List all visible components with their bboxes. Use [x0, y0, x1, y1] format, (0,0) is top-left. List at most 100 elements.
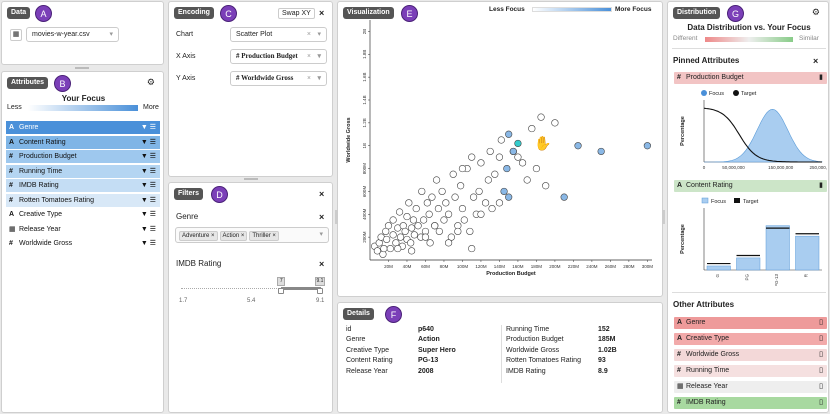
data-point[interactable]: [444, 239, 453, 247]
other-attribute-item[interactable]: # IMDB Rating ▯: [674, 397, 827, 409]
data-point[interactable]: [597, 147, 605, 156]
attribute-item[interactable]: # Rotten Tomatoes Rating ▼ ☰: [6, 193, 160, 207]
filter-sort-icon[interactable]: ▼ ☰: [140, 138, 156, 146]
drag-handle[interactable]: [75, 67, 89, 69]
data-point[interactable]: [468, 244, 476, 253]
attribute-item[interactable]: # Worldwide Gross ▼ ☰: [6, 237, 160, 250]
data-point[interactable]: [444, 210, 453, 218]
data-point[interactable]: [451, 193, 459, 201]
data-point[interactable]: [477, 210, 485, 218]
bookmark-outline-icon[interactable]: ▯: [819, 399, 823, 406]
other-attribute-item[interactable]: # Worldwide Gross ▯: [674, 349, 827, 361]
other-attribute-item[interactable]: A Genre ▯: [674, 317, 827, 329]
data-point[interactable]: [475, 187, 483, 196]
data-point[interactable]: [486, 147, 494, 156]
data-point[interactable]: [421, 233, 430, 241]
genre-multiselect[interactable]: Adventure × Action × Thriller × ▾: [175, 227, 329, 243]
data-point[interactable]: [643, 142, 651, 150]
data-point[interactable]: [509, 147, 517, 156]
slider-handle-high[interactable]: 9.1: [315, 277, 325, 299]
data-point[interactable]: [523, 176, 531, 184]
data-point[interactable]: [528, 124, 536, 133]
data-point[interactable]: [457, 182, 465, 190]
data-point[interactable]: [442, 199, 450, 207]
filter-sort-icon[interactable]: ▼ ☰: [140, 211, 156, 218]
data-point[interactable]: [382, 227, 390, 236]
data-point[interactable]: [495, 153, 504, 161]
data-point[interactable]: [454, 227, 462, 236]
genre-pill[interactable]: Adventure ×: [179, 231, 218, 241]
data-point[interactable]: [449, 170, 457, 178]
data-point[interactable]: [447, 233, 455, 241]
data-point[interactable]: [497, 136, 505, 144]
data-point[interactable]: [408, 247, 416, 255]
gear-icon[interactable]: ⚙: [811, 7, 820, 17]
data-point[interactable]: [401, 227, 409, 236]
drag-handle[interactable]: [244, 178, 258, 180]
bookmark-outline-icon[interactable]: ▯: [819, 335, 823, 342]
genre-pill[interactable]: Thriller ×: [249, 231, 279, 241]
other-attribute-item[interactable]: # Running Time ▯: [674, 365, 827, 377]
data-point[interactable]: [409, 216, 418, 224]
data-point[interactable]: [428, 193, 436, 201]
data-point[interactable]: [396, 233, 405, 241]
range-slider[interactable]: 7 9.1: [181, 277, 325, 295]
data-point[interactable]: [383, 235, 391, 244]
chart-select[interactable]: Scatter Plot × ▾: [230, 27, 327, 42]
data-point[interactable]: [407, 239, 415, 247]
data-point[interactable]: [438, 187, 446, 196]
data-point[interactable]: [412, 204, 420, 213]
scatter-plot[interactable]: 20M 40M 60M 80M 100M 120M 140M 160M 180M 200M 220M…: [338, 16, 663, 297]
swap-xy-button[interactable]: Swap XY: [278, 8, 315, 19]
pinned-production-budget[interactable]: # Production Budget ▮: [674, 72, 827, 84]
data-point[interactable]: [386, 244, 394, 253]
data-point[interactable]: [503, 164, 511, 173]
data-point[interactable]: [426, 239, 434, 247]
gear-icon[interactable]: ⚙: [146, 77, 155, 87]
close-icon[interactable]: ×: [319, 212, 325, 222]
data-point[interactable]: [405, 199, 413, 207]
filter-sort-icon[interactable]: ▼ ☰: [140, 240, 156, 247]
data-point[interactable]: [514, 139, 522, 148]
data-point[interactable]: [466, 227, 474, 236]
filter-sort-icon[interactable]: ▼ ☰: [140, 225, 156, 233]
data-point[interactable]: [481, 199, 490, 207]
data-point[interactable]: [542, 182, 550, 190]
data-point[interactable]: [551, 119, 559, 127]
data-point[interactable]: [537, 113, 545, 121]
data-point[interactable]: [469, 193, 478, 201]
close-icon[interactable]: ×: [319, 189, 325, 199]
slider-handle-low[interactable]: 7: [277, 277, 286, 299]
data-point[interactable]: [418, 187, 426, 196]
data-point[interactable]: [460, 216, 468, 224]
filter-sort-icon[interactable]: ▼ ☰: [140, 167, 156, 175]
data-point[interactable]: [477, 159, 485, 167]
data-point[interactable]: [491, 170, 499, 178]
data-point[interactable]: [380, 244, 388, 253]
data-point[interactable]: [458, 164, 467, 173]
data-point[interactable]: [414, 222, 422, 230]
attribute-item[interactable]: ▦ Release Year ▼ ☰: [6, 222, 160, 236]
data-point[interactable]: [505, 130, 513, 138]
data-point[interactable]: [435, 227, 443, 236]
data-point[interactable]: [389, 231, 397, 239]
data-point[interactable]: [500, 187, 508, 196]
bookmark-outline-icon[interactable]: ▯: [819, 367, 823, 374]
data-point[interactable]: [410, 231, 418, 239]
attribute-item[interactable]: A Content Rating ▼ ☰: [6, 135, 160, 149]
filter-sort-icon[interactable]: ▼ ☰: [140, 182, 156, 189]
filter-sort-icon[interactable]: ▼ ☰: [140, 153, 156, 160]
data-point[interactable]: [458, 204, 467, 213]
bookmark-outline-icon[interactable]: ▯: [819, 351, 823, 358]
data-point[interactable]: [484, 176, 492, 184]
attribute-item[interactable]: # Running Time ▼ ☰: [6, 164, 160, 178]
file-select[interactable]: movies-w-year.csv ▾: [26, 27, 119, 42]
bookmark-icon[interactable]: ▮: [819, 182, 823, 189]
data-point[interactable]: [423, 199, 431, 207]
data-point[interactable]: [574, 142, 582, 150]
data-point[interactable]: [384, 222, 393, 230]
other-attribute-item[interactable]: ▦ Release Year ▯: [674, 381, 827, 393]
data-point[interactable]: [425, 210, 433, 218]
attribute-item[interactable]: # IMDB Rating ▼ ☰: [6, 179, 160, 192]
bookmark-outline-icon[interactable]: ▯: [819, 383, 823, 390]
